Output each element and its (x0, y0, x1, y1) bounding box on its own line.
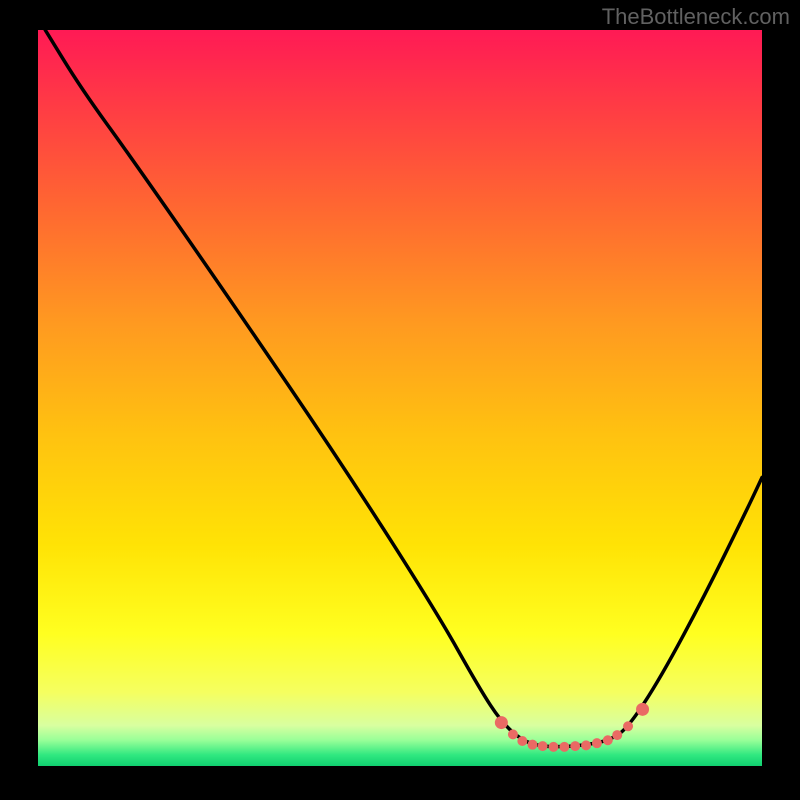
valley-marker (559, 742, 569, 752)
gradient-plot-area (38, 30, 762, 766)
watermark-text: TheBottleneck.com (602, 4, 790, 30)
valley-marker (538, 741, 548, 751)
valley-marker (570, 741, 580, 751)
chart-root: TheBottleneck.com (0, 0, 800, 800)
valley-marker (527, 740, 537, 750)
valley-marker (548, 742, 558, 752)
valley-marker (623, 721, 633, 731)
valley-marker (508, 729, 518, 739)
bottleneck-chart (0, 0, 800, 800)
valley-marker (603, 735, 613, 745)
valley-marker (636, 703, 649, 716)
valley-marker (612, 730, 622, 740)
valley-marker (592, 738, 602, 748)
valley-marker (495, 716, 508, 729)
valley-marker (581, 740, 591, 750)
valley-marker (517, 736, 527, 746)
